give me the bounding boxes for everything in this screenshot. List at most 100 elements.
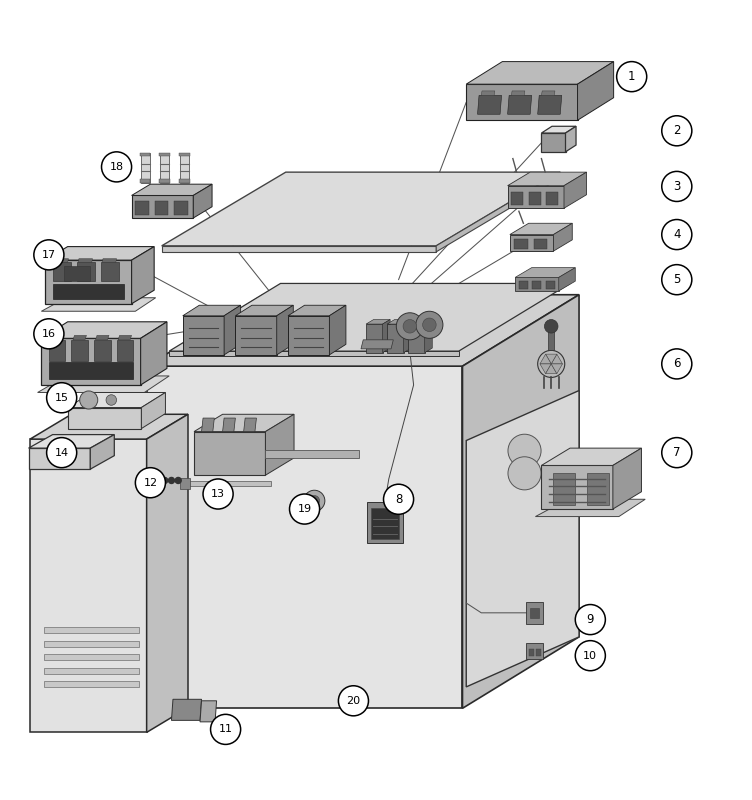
Circle shape bbox=[47, 438, 77, 468]
Polygon shape bbox=[162, 246, 436, 252]
Polygon shape bbox=[515, 278, 559, 291]
Polygon shape bbox=[140, 153, 150, 156]
Polygon shape bbox=[155, 202, 168, 215]
Polygon shape bbox=[132, 184, 212, 195]
Polygon shape bbox=[160, 153, 169, 182]
Polygon shape bbox=[117, 340, 133, 361]
Polygon shape bbox=[408, 319, 432, 324]
Polygon shape bbox=[541, 133, 566, 152]
Polygon shape bbox=[540, 364, 551, 374]
Circle shape bbox=[416, 311, 443, 338]
Text: 2: 2 bbox=[673, 124, 681, 138]
Polygon shape bbox=[41, 322, 167, 338]
Circle shape bbox=[338, 686, 368, 716]
Polygon shape bbox=[361, 340, 393, 349]
Polygon shape bbox=[546, 192, 558, 206]
Circle shape bbox=[106, 394, 117, 406]
Polygon shape bbox=[44, 682, 139, 687]
Polygon shape bbox=[162, 172, 560, 246]
Polygon shape bbox=[202, 418, 214, 431]
Polygon shape bbox=[147, 414, 188, 732]
Polygon shape bbox=[466, 390, 579, 687]
Circle shape bbox=[508, 434, 541, 467]
Polygon shape bbox=[383, 319, 390, 353]
Polygon shape bbox=[41, 298, 156, 311]
Circle shape bbox=[135, 468, 165, 498]
Polygon shape bbox=[540, 354, 551, 364]
Polygon shape bbox=[141, 322, 167, 385]
Circle shape bbox=[162, 478, 168, 483]
Circle shape bbox=[155, 478, 161, 483]
Polygon shape bbox=[535, 499, 645, 517]
Text: 11: 11 bbox=[219, 724, 232, 734]
Text: 17: 17 bbox=[42, 250, 56, 260]
Polygon shape bbox=[235, 306, 293, 316]
Polygon shape bbox=[53, 262, 71, 281]
Polygon shape bbox=[102, 258, 117, 262]
Polygon shape bbox=[277, 306, 293, 355]
Text: 9: 9 bbox=[587, 613, 594, 626]
Circle shape bbox=[34, 240, 64, 270]
Text: 13: 13 bbox=[211, 489, 225, 499]
Polygon shape bbox=[541, 448, 641, 466]
Polygon shape bbox=[179, 179, 190, 182]
Polygon shape bbox=[534, 239, 547, 249]
Text: 16: 16 bbox=[42, 329, 56, 339]
Polygon shape bbox=[45, 246, 154, 260]
Polygon shape bbox=[244, 418, 256, 431]
Polygon shape bbox=[366, 324, 383, 353]
Polygon shape bbox=[530, 607, 539, 618]
Polygon shape bbox=[132, 246, 154, 304]
Polygon shape bbox=[510, 223, 572, 234]
Text: 8: 8 bbox=[395, 493, 402, 506]
Circle shape bbox=[80, 391, 98, 409]
Polygon shape bbox=[141, 393, 165, 429]
Polygon shape bbox=[169, 351, 459, 356]
Polygon shape bbox=[529, 649, 534, 657]
Polygon shape bbox=[193, 184, 212, 218]
Polygon shape bbox=[68, 407, 141, 429]
Polygon shape bbox=[171, 699, 202, 720]
Polygon shape bbox=[546, 281, 555, 289]
Polygon shape bbox=[510, 234, 553, 251]
Circle shape bbox=[309, 495, 320, 506]
Polygon shape bbox=[90, 434, 114, 469]
Circle shape bbox=[403, 319, 417, 333]
Polygon shape bbox=[526, 643, 543, 659]
Polygon shape bbox=[508, 95, 532, 114]
Circle shape bbox=[304, 490, 325, 511]
Polygon shape bbox=[141, 153, 150, 182]
Polygon shape bbox=[265, 414, 294, 475]
Polygon shape bbox=[564, 172, 587, 208]
Polygon shape bbox=[50, 335, 64, 340]
Polygon shape bbox=[183, 306, 241, 316]
Polygon shape bbox=[553, 223, 572, 251]
Polygon shape bbox=[546, 354, 556, 364]
Polygon shape bbox=[64, 266, 90, 281]
Polygon shape bbox=[29, 434, 114, 448]
Text: 5: 5 bbox=[673, 273, 681, 286]
Text: 12: 12 bbox=[144, 478, 157, 488]
Text: 10: 10 bbox=[584, 650, 597, 661]
Polygon shape bbox=[147, 366, 462, 708]
Text: 20: 20 bbox=[347, 696, 360, 706]
Polygon shape bbox=[179, 153, 190, 156]
Polygon shape bbox=[183, 316, 224, 355]
Polygon shape bbox=[613, 448, 641, 509]
Polygon shape bbox=[265, 450, 359, 458]
Text: 7: 7 bbox=[673, 446, 681, 459]
Circle shape bbox=[384, 484, 414, 514]
Text: 3: 3 bbox=[673, 180, 681, 193]
Polygon shape bbox=[466, 84, 578, 120]
Polygon shape bbox=[529, 192, 541, 206]
Polygon shape bbox=[387, 324, 404, 353]
Circle shape bbox=[662, 171, 692, 202]
Polygon shape bbox=[44, 654, 139, 660]
Polygon shape bbox=[71, 340, 88, 361]
Text: 18: 18 bbox=[110, 162, 123, 172]
Polygon shape bbox=[44, 641, 139, 646]
Circle shape bbox=[102, 152, 132, 182]
Text: 1: 1 bbox=[628, 70, 635, 83]
Polygon shape bbox=[54, 258, 68, 262]
Circle shape bbox=[575, 605, 605, 634]
